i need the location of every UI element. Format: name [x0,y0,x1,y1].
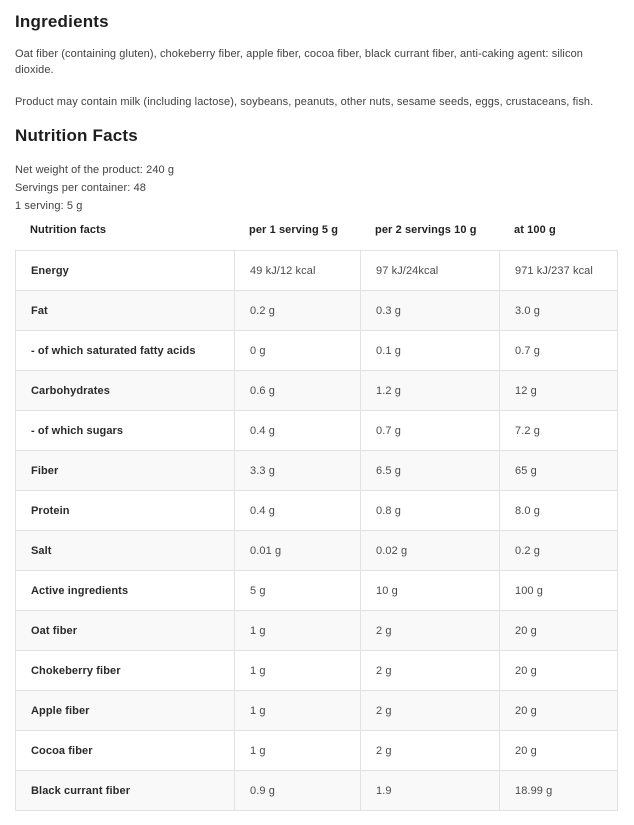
row-value: 2 g [360,650,500,691]
allergen-warning-text: Product may contain milk (including lact… [15,96,594,108]
row-label: Cocoa fiber [15,730,235,771]
net-weight-line: Net weight of the product: 240 g [15,164,175,176]
row-label: Fiber [15,450,235,491]
row-value: 20 g [499,690,618,731]
nutrition-facts-title: Nutrition Facts [15,126,138,145]
row-value: 20 g [499,650,618,691]
row-value: 0.01 g [234,530,361,571]
table-row: Salt 0.01 g 0.02 g 0.2 g [15,530,618,571]
row-value: 5 g [234,570,361,611]
row-value: 0.1 g [360,330,500,371]
row-value: 1.2 g [360,370,500,411]
nutrition-table-header: Nutrition facts per 1 serving 5 g per 2 … [15,223,617,237]
table-row: Active ingredients 5 g 10 g 100 g [15,570,618,611]
row-label: Chokeberry fiber [15,650,235,691]
row-value: 3.0 g [499,290,618,331]
row-value: 10 g [360,570,500,611]
row-value: 7.2 g [499,410,618,451]
row-value: 1.9 [360,770,500,811]
row-value: 0.9 g [234,770,361,811]
row-value: 0.3 g [360,290,500,331]
row-value: 12 g [499,370,618,411]
table-row: Energy 49 kJ/12 kcal 97 kJ/24kcal 971 kJ/23… [15,250,618,291]
row-value: 0.4 g [234,410,361,451]
table-row: - of which saturated fatty acids 0 g 0.1 g… [15,330,618,371]
row-value: 2 g [360,610,500,651]
row-value: 3.3 g [234,450,361,491]
row-value: 8.0 g [499,490,618,531]
row-label: Black currant fiber [15,770,235,811]
row-value: 0.2 g [499,530,618,571]
row-value: 0.2 g [234,290,361,331]
column-header-per-1-serving: per 1 serving 5 g [249,224,339,236]
nutrition-table-body: Energy 49 kJ/12 kcal 97 kJ/24kcal 971 kJ/23… [15,250,618,811]
row-value: 0.8 g [360,490,500,531]
row-label: - of which sugars [15,410,235,451]
nutrition-table: Energy 49 kJ/12 kcal 97 kJ/24kcal 971 kJ/23… [15,250,618,811]
row-value: 1 g [234,650,361,691]
nutrition-table-section: Nutrition facts per 1 serving 5 g per 2 … [15,223,618,811]
ingredients-composition-text: Oat fiber (containing gluten), chokeberr… [15,48,584,76]
row-value: 6.5 g [360,450,500,491]
table-row: Fiber 3.3 g 6.5 g 65 g [15,450,618,491]
column-header-nutrition-facts: Nutrition facts [30,224,107,236]
row-label: - of which saturated fatty acids [15,330,235,371]
ingredients-title: Ingredients [15,12,109,31]
row-label: Protein [15,490,235,531]
row-value: 0.7 g [499,330,618,371]
row-value: 20 g [499,730,618,771]
row-value: 18.99 g [499,770,618,811]
row-value: 97 kJ/24kcal [360,250,500,291]
servings-per-container-line: Servings per container: 48 [15,182,147,194]
row-value: 0 g [234,330,361,371]
row-value: 100 g [499,570,618,611]
row-value: 49 kJ/12 kcal [234,250,361,291]
row-label: Fat [15,290,235,331]
row-label: Carbohydrates [15,370,235,411]
table-row: Fat 0.2 g 0.3 g 3.0 g [15,290,618,331]
row-label: Active ingredients [15,570,235,611]
row-value: 0.02 g [360,530,500,571]
row-value: 2 g [360,730,500,771]
row-value: 0.4 g [234,490,361,531]
row-value: 20 g [499,610,618,651]
row-value: 0.7 g [360,410,500,451]
row-value: 0.6 g [234,370,361,411]
row-label: Energy [15,250,235,291]
row-label: Apple fiber [15,690,235,731]
table-row: Protein 0.4 g 0.8 g 8.0 g [15,490,618,531]
table-row: - of which sugars 0.4 g 0.7 g 7.2 g [15,410,618,451]
row-label: Oat fiber [15,610,235,651]
table-row: Carbohydrates 0.6 g 1.2 g 12 g [15,370,618,411]
row-value: 971 kJ/237 kcal [499,250,618,291]
serving-size-line: 1 serving: 5 g [15,200,83,212]
row-value: 65 g [499,450,618,491]
table-row: Black currant fiber 0.9 g 1.9 18.99 g [15,770,618,811]
row-value: 1 g [234,690,361,731]
column-header-per-2-servings: per 2 servings 10 g [375,224,477,236]
row-label: Salt [15,530,235,571]
row-value: 1 g [234,610,361,651]
row-value: 2 g [360,690,500,731]
row-value: 1 g [234,730,361,771]
column-header-at-100g: at 100 g [514,224,556,236]
